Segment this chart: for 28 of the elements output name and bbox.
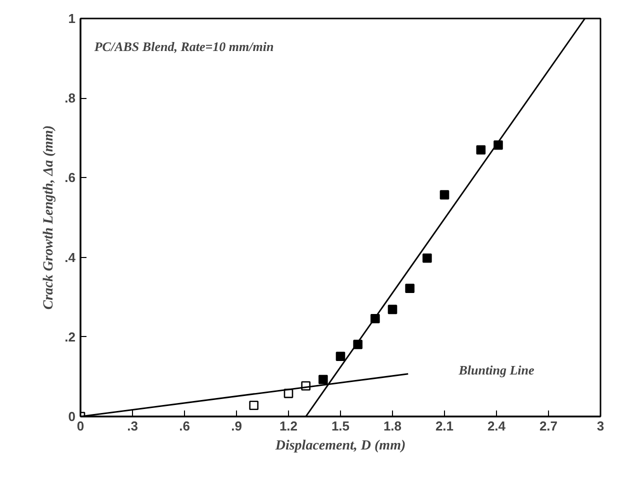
y-tick-label: .8 xyxy=(64,90,76,106)
annotation: PC/ABS Blend, Rate=10 mm/min xyxy=(94,38,274,54)
y-axis-title: Crack Growth Length, Δa (mm) xyxy=(42,125,57,310)
x-tick-label: 2.7 xyxy=(539,418,558,434)
x-tick-label: 1.2 xyxy=(279,418,298,434)
x-tick-label: 2.1 xyxy=(435,418,454,434)
x-tick-label: 1.5 xyxy=(331,418,350,434)
point xyxy=(336,352,346,362)
point xyxy=(440,190,450,200)
point xyxy=(476,145,486,154)
x-tick-label: 2.4 xyxy=(487,418,506,434)
y-tick-label: .2 xyxy=(64,329,76,344)
x-tick-label: .6 xyxy=(179,418,190,434)
x-tick-label: 1.8 xyxy=(383,418,402,434)
y-tick-label: 1 xyxy=(68,11,76,26)
point xyxy=(249,400,258,410)
y-tick-label: .4 xyxy=(64,250,76,265)
y-tick-label: 0 xyxy=(68,409,76,424)
point xyxy=(422,253,432,263)
annotation: Blunting Line xyxy=(458,362,534,378)
point xyxy=(388,304,398,314)
x-tick-label: .3 xyxy=(127,418,138,434)
x-tick-label: 3 xyxy=(596,418,604,434)
x-tick-label: .9 xyxy=(231,418,242,434)
y-tick-label: .6 xyxy=(64,170,76,186)
point xyxy=(405,284,414,293)
x-axis-title: Displacement, D (mm) xyxy=(274,438,406,454)
point xyxy=(318,374,328,384)
